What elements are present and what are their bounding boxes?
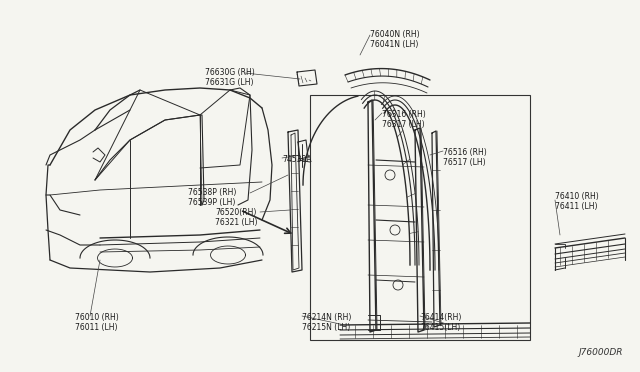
- Text: 76520(RH)
76321 (LH): 76520(RH) 76321 (LH): [215, 208, 257, 227]
- Text: 76410 (RH)
76411 (LH): 76410 (RH) 76411 (LH): [555, 192, 599, 211]
- Text: 76538P (RH)
76539P (LH): 76538P (RH) 76539P (LH): [188, 188, 236, 208]
- Text: 76010 (RH)
76011 (LH): 76010 (RH) 76011 (LH): [75, 313, 119, 333]
- Text: 76316 (RH)
76317 (LH): 76316 (RH) 76317 (LH): [382, 110, 426, 129]
- Text: 76516 (RH)
76517 (LH): 76516 (RH) 76517 (LH): [443, 148, 487, 167]
- Text: 76630G (RH)
76631G (LH): 76630G (RH) 76631G (LH): [205, 68, 255, 87]
- Text: J76000DR: J76000DR: [578, 348, 623, 357]
- Text: 76040N (RH)
76041N (LH): 76040N (RH) 76041N (LH): [370, 30, 420, 49]
- Text: 76214N (RH)
76215N (LH): 76214N (RH) 76215N (LH): [302, 313, 351, 333]
- Text: 74539A: 74539A: [282, 155, 312, 164]
- Text: 76414(RH)
76415(LH): 76414(RH) 76415(LH): [420, 313, 461, 333]
- Bar: [310, 95, 530, 340]
